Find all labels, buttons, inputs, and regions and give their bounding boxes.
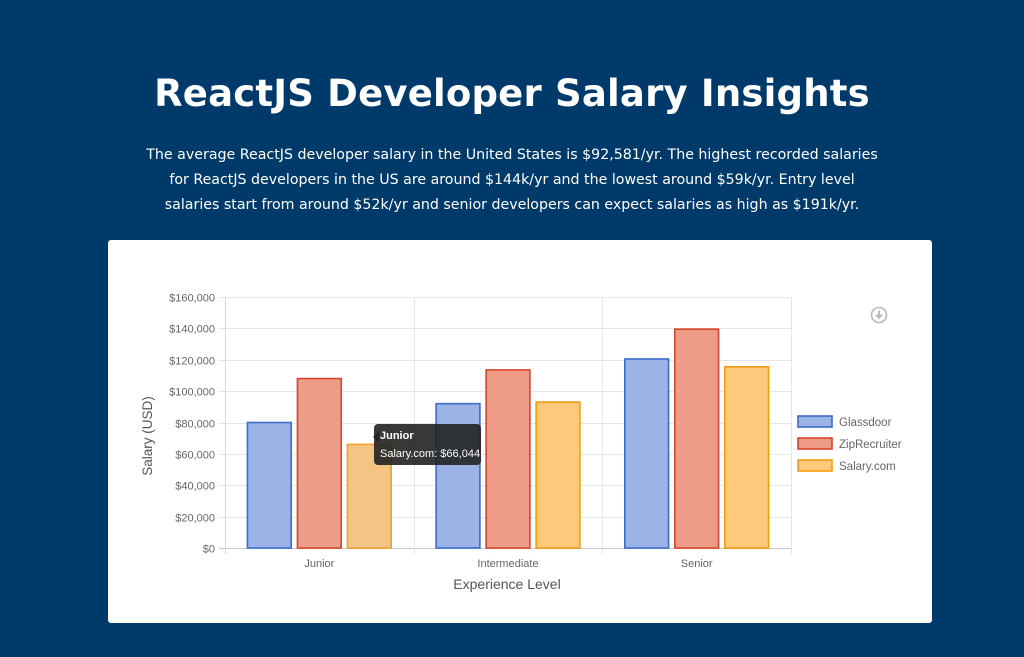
download-button[interactable] (870, 306, 888, 324)
y-tick-label: $80,000 (175, 419, 215, 431)
x-axis-title: Experience Level (453, 576, 560, 592)
download-icon (870, 306, 888, 324)
bar[interactable] (246, 421, 293, 549)
chart-card: $0 $20,000 $40,000 $60,000 $80,000 $100,000 $1… (108, 240, 932, 623)
legend: Glassdoor ZipRecruiter Salary.com (797, 415, 902, 473)
x-tick-label: Junior (304, 558, 334, 570)
bar[interactable] (723, 366, 770, 549)
y-axis-ticks: $0 $20,000 $40,000 $60,000 $80,000 $100,000 $1… (169, 293, 215, 556)
y-tick-label: $100,000 (169, 387, 215, 399)
bar[interactable] (535, 401, 581, 549)
tooltip-body: Salary.com: $66,044 (380, 448, 480, 460)
legend-label[interactable]: Glassdoor (839, 417, 892, 429)
y-tick-label: $140,000 (169, 324, 215, 336)
legend-label[interactable]: ZipRecruiter (839, 439, 902, 451)
legend-swatch[interactable] (797, 437, 833, 450)
y-tick-label: $60,000 (175, 450, 215, 462)
legend-swatch[interactable] (797, 459, 833, 472)
x-tick-label: Senior (681, 558, 713, 570)
y-tick-label: $160,000 (169, 293, 215, 305)
y-tick-label: $40,000 (175, 481, 215, 493)
y-tick-label: $120,000 (169, 356, 215, 368)
legend-label[interactable]: Salary.com (839, 461, 896, 473)
bars (246, 328, 770, 549)
y-tick-label: $20,000 (175, 513, 215, 525)
y-tick-label: $0 (203, 544, 215, 556)
legend-swatch[interactable] (797, 415, 833, 428)
page-title: ReactJS Developer Salary Insights (154, 72, 870, 115)
x-tick-label: Intermediate (477, 558, 538, 570)
x-axis: Junior Intermediate Senior (304, 558, 713, 570)
bar[interactable] (296, 377, 343, 549)
y-axis-title: Salary (USD) (140, 396, 155, 476)
bar[interactable] (485, 369, 531, 549)
salary-bar-chart[interactable]: $0 $20,000 $40,000 $60,000 $80,000 $100,000 $1… (108, 240, 932, 623)
page-description: The average ReactJS developer salary in … (146, 147, 878, 213)
tooltip-box (374, 424, 481, 465)
bar[interactable] (623, 358, 670, 549)
bar[interactable] (673, 328, 720, 549)
tooltip: Junior Salary.com: $66,044 (373, 424, 481, 465)
tooltip-title: Junior (380, 430, 414, 442)
